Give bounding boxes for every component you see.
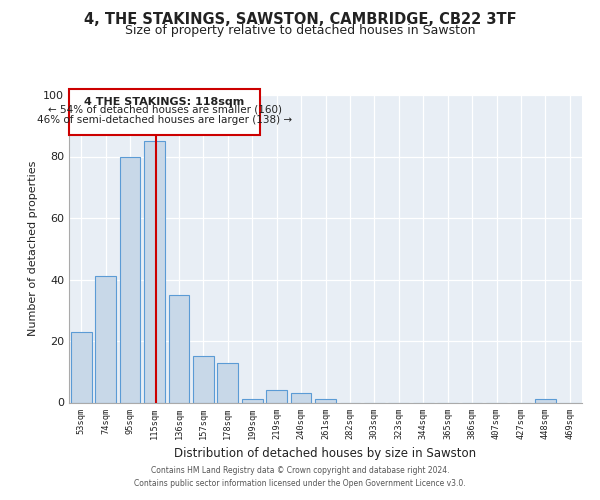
Bar [169,295,190,403]
Bar [95,276,116,402]
Bar [290,394,311,402]
Bar [266,390,287,402]
Bar [242,400,263,402]
Text: ← 54% of detached houses are smaller (160): ← 54% of detached houses are smaller (16… [47,104,281,114]
Bar [193,356,214,403]
Text: 46% of semi-detached houses are larger (138) →: 46% of semi-detached houses are larger (… [37,115,292,125]
FancyBboxPatch shape [70,89,260,135]
Bar [119,156,140,402]
Text: Contains HM Land Registry data © Crown copyright and database right 2024.
Contai: Contains HM Land Registry data © Crown c… [134,466,466,487]
Bar [71,332,92,402]
Text: 4 THE STAKINGS: 118sqm: 4 THE STAKINGS: 118sqm [85,96,245,106]
Y-axis label: Number of detached properties: Number of detached properties [28,161,38,336]
Text: 4, THE STAKINGS, SAWSTON, CAMBRIDGE, CB22 3TF: 4, THE STAKINGS, SAWSTON, CAMBRIDGE, CB2… [83,12,517,28]
Bar [535,400,556,402]
Bar [315,400,336,402]
X-axis label: Distribution of detached houses by size in Sawston: Distribution of detached houses by size … [175,447,476,460]
Bar [144,141,165,403]
Text: Size of property relative to detached houses in Sawston: Size of property relative to detached ho… [125,24,475,37]
Bar [217,362,238,403]
